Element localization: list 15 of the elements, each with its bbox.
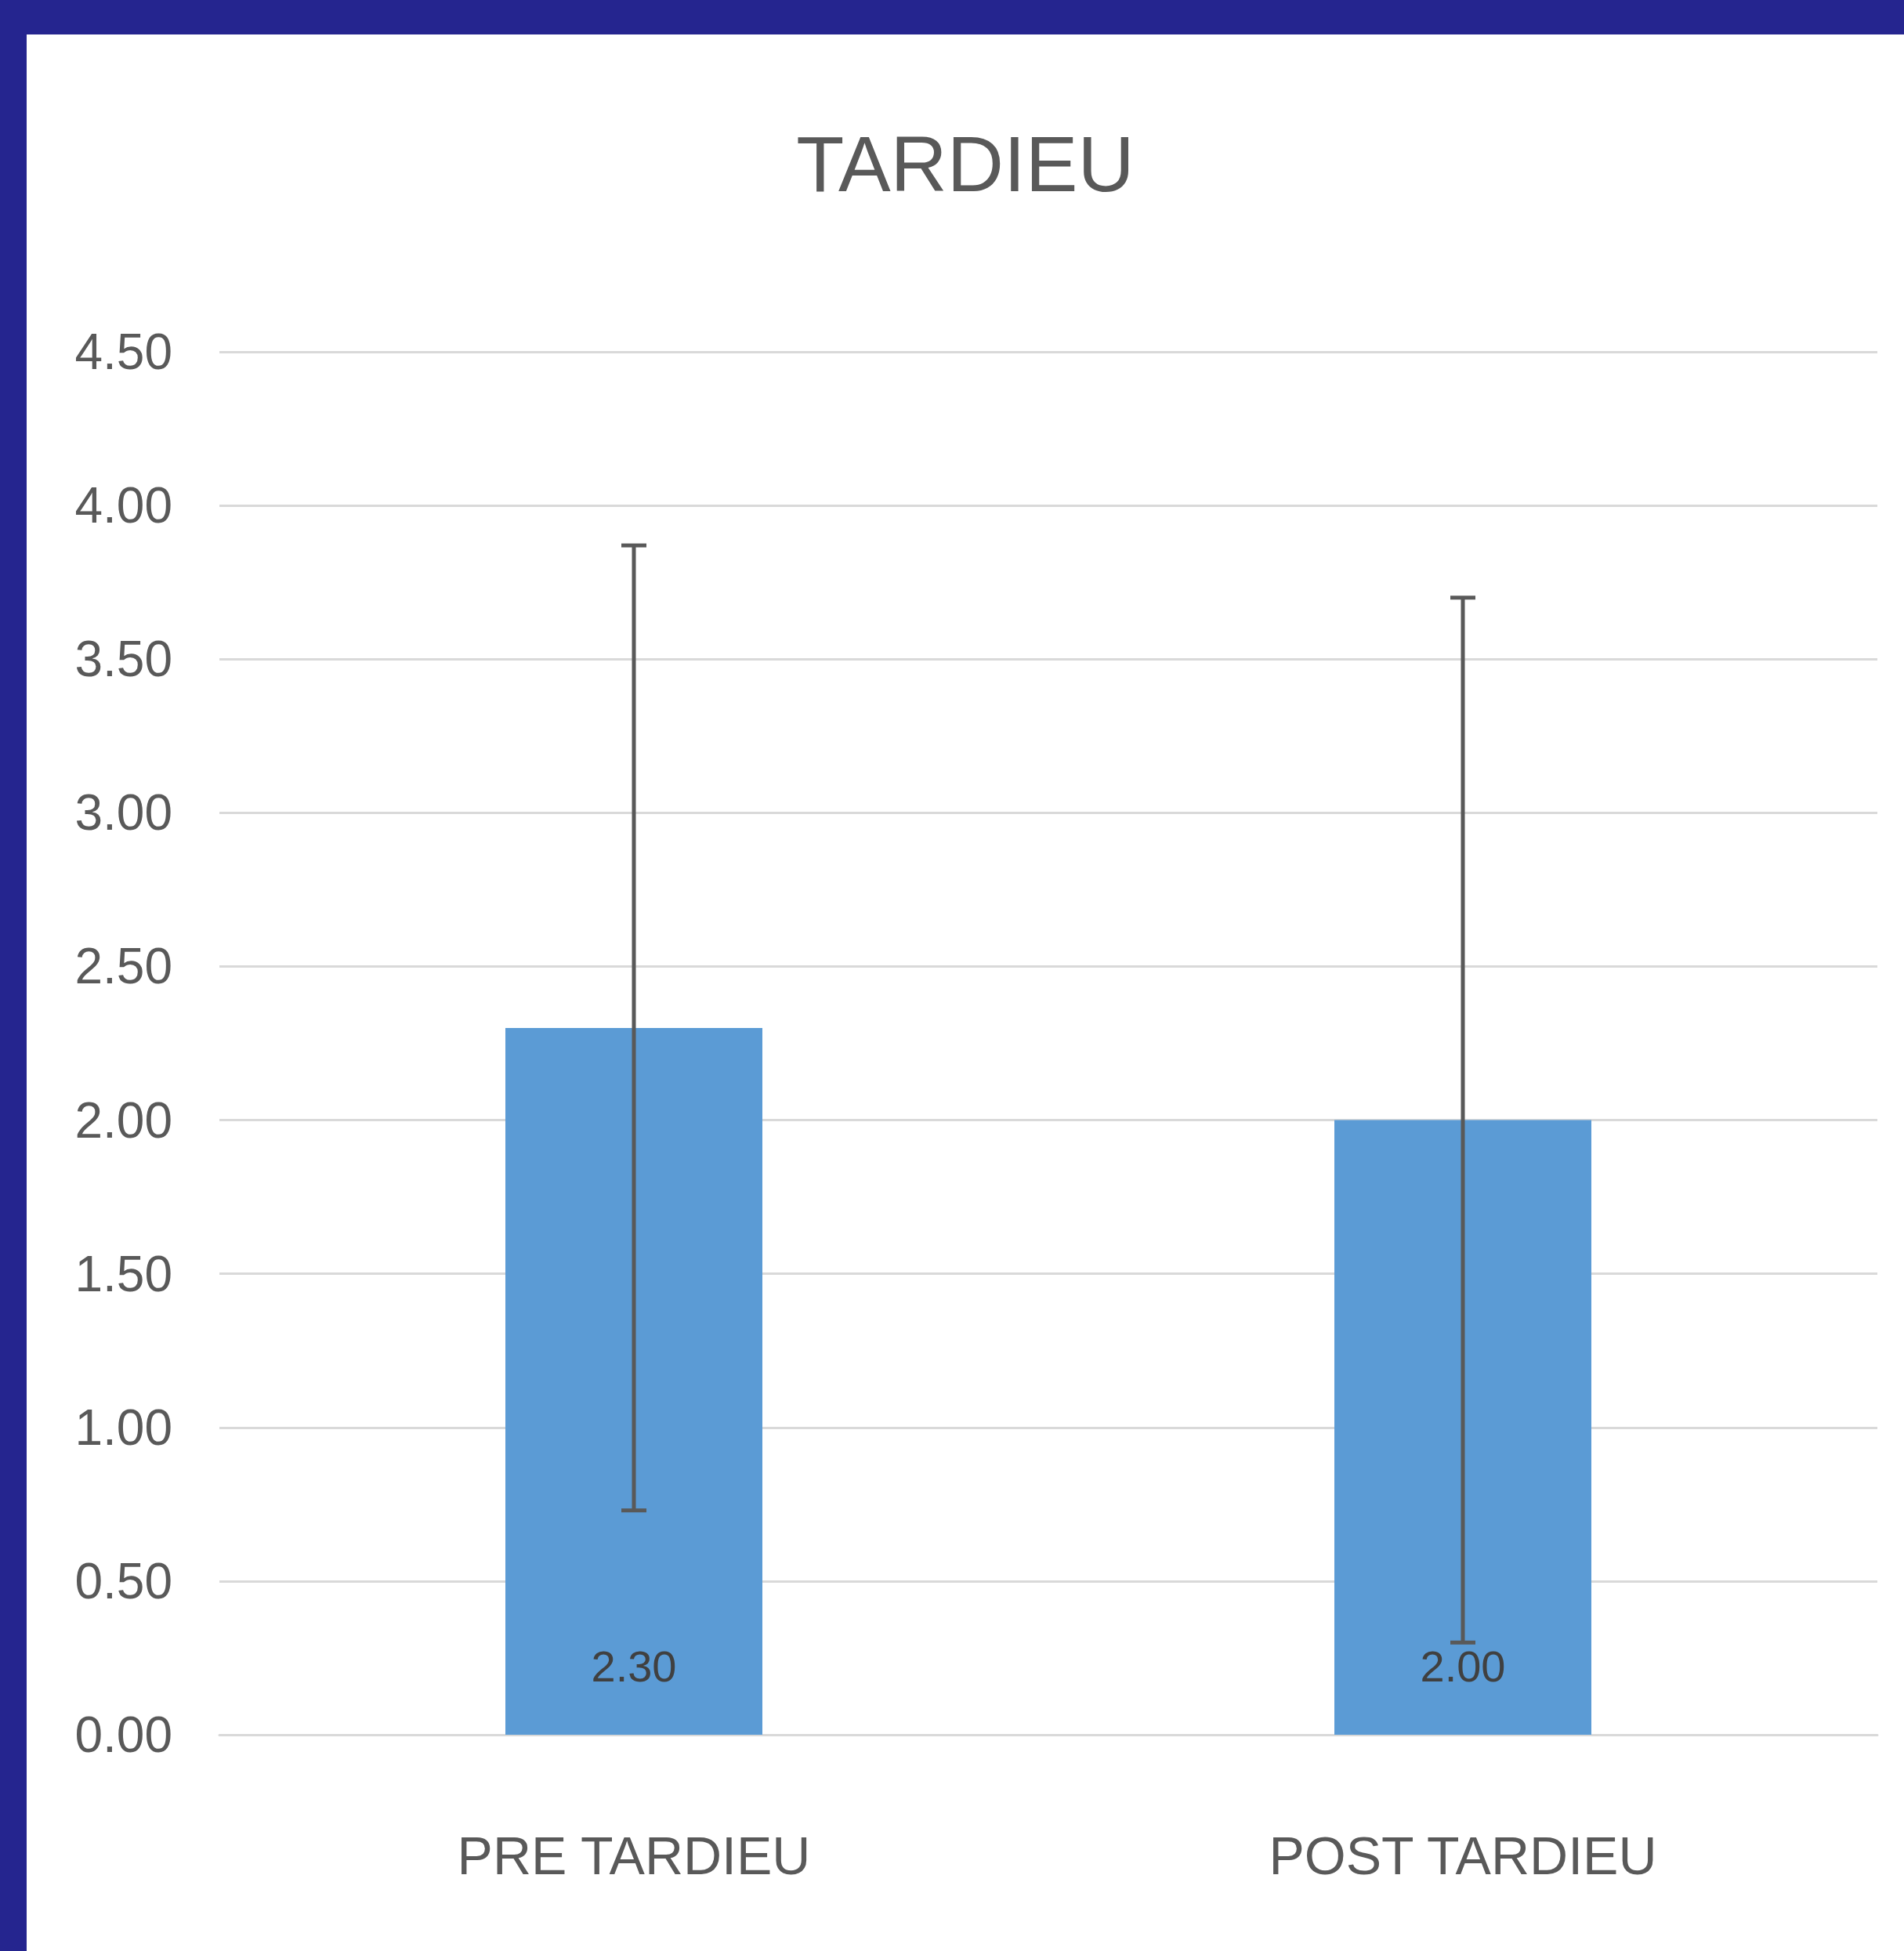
data-label: 2.00: [1420, 1641, 1506, 1691]
y-tick-label: 1.50: [74, 1245, 172, 1302]
x-tick-label: POST TARDIEU: [1269, 1826, 1657, 1885]
y-tick-label: 2.50: [74, 938, 172, 995]
data-label: 2.30: [591, 1641, 677, 1691]
x-tick-label: PRE TARDIEU: [457, 1826, 811, 1885]
y-tick-label: 4.50: [74, 324, 172, 380]
y-tick-label: 0.50: [74, 1552, 172, 1609]
chart-title: TARDIEU: [796, 120, 1135, 208]
y-tick-label: 0.00: [74, 1707, 172, 1763]
y-tick-label: 4.00: [74, 477, 172, 534]
y-tick-label: 2.00: [74, 1091, 172, 1149]
y-tick-label: 3.50: [74, 631, 172, 688]
y-tick-label: 1.00: [74, 1399, 172, 1456]
y-tick-label: 3.00: [74, 784, 172, 842]
